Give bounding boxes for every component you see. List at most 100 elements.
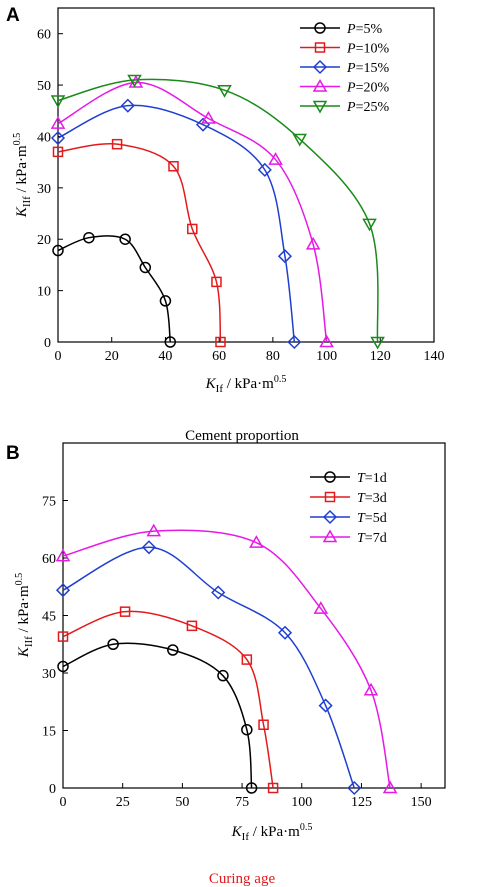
series-P-10% [52,138,226,348]
series-P-15% [50,98,302,350]
data-point [168,161,179,172]
legend-entry-T-5d: T=5d [310,509,387,526]
data-point [52,146,64,158]
data-point [217,84,232,98]
legend-marker [314,42,326,53]
y-tick-label: 30 [42,667,56,682]
legend-entry-P-10%: P=10% [300,42,389,57]
data-point [186,620,198,632]
y-tick-label: 0 [49,782,56,797]
data-point [201,110,216,124]
y-axis-label: KIIf / kPa·m0.5 [14,573,35,658]
data-point [141,540,157,555]
data-point [211,276,222,288]
x-axis-label: KIf / kPa·m0.5 [205,374,287,395]
x-tick-label: 0 [60,795,67,810]
panel-caption: Cement proportion [185,428,299,444]
data-point [382,780,398,794]
data-point [57,631,69,642]
panel-letter-B: B [6,443,20,464]
y-tick-label: 45 [42,610,56,625]
data-point [119,606,131,617]
data-point [159,295,172,307]
legend-entry-T-7d: T=7d [310,529,387,546]
data-point [318,698,333,713]
data-point [268,152,283,165]
data-point [217,669,229,682]
x-tick-label: 20 [105,349,119,364]
data-point [319,334,334,348]
legend-marker [324,491,336,503]
legend-marker [312,59,328,75]
data-point [55,548,71,562]
data-point [139,261,152,274]
data-point [267,782,279,794]
panel-caption: Curing age [209,871,276,887]
data-point [50,95,66,109]
y-tick-label: 40 [37,130,51,145]
legend-marker [312,78,328,92]
legend-marker [322,529,338,543]
legend-marker [314,22,326,34]
series-line [62,546,355,789]
y-axis-label: KIIf / kPa·m0.5 [12,133,33,218]
legend-label: P=15% [346,61,389,76]
series-P-25% [50,74,385,350]
y-tick-label: 60 [42,552,56,567]
series-T-1d [57,638,258,794]
legend-entry-P-25%: P=25% [300,100,389,115]
legend-entry-P-20%: P=20% [300,78,389,96]
data-point [119,233,131,245]
legend-entry-T-3d: T=3d [310,491,387,506]
series-T-3d [57,606,279,794]
data-point [313,601,329,614]
y-tick-label: 50 [37,79,51,94]
data-point [120,98,135,113]
y-tick-label: 0 [44,336,51,351]
legend-label: T=3d [357,491,387,506]
x-tick-label: 60 [212,349,226,364]
data-point [277,249,293,264]
legend-label: P=5% [346,22,382,37]
x-axis-label: KIf / kPa·m0.5 [231,822,313,843]
series-line [57,81,328,343]
y-tick-label: 75 [42,495,56,510]
y-tick-label: 10 [37,285,51,300]
data-point [249,535,264,548]
panel-letter-A: A [6,5,20,26]
x-tick-label: 120 [370,349,391,364]
data-point [363,682,379,696]
legend-entry-P-15%: P=15% [300,59,389,76]
x-tick-label: 40 [158,349,172,364]
series-P-5% [52,231,177,348]
legend-label: T=1d [357,471,387,486]
legend-label: P=10% [346,42,389,57]
data-point [146,523,162,537]
series-line [62,610,274,789]
series-line [57,143,222,343]
data-point [55,583,71,598]
x-tick-label: 80 [266,349,280,364]
series-line [57,104,296,343]
legend-label: P=25% [346,100,389,115]
data-point [83,231,95,244]
legend-label: T=7d [357,531,387,546]
legend-marker [312,100,328,114]
data-point [52,244,64,257]
data-point [57,660,69,673]
data-point [362,218,377,232]
chart-panel-A: A 0 20 40 60 80 100 120 140 0 10 20 30 40 50 60 KIf / kP… [6,5,445,444]
legend-marker [322,509,338,525]
data-point [187,223,198,235]
data-point [50,130,66,146]
data-point [258,719,269,730]
x-tick-label: 25 [116,795,130,810]
data-point [257,162,272,177]
data-point [241,723,253,736]
x-tick-label: 150 [411,795,432,810]
legend-marker [324,471,336,483]
series-line [62,529,391,789]
data-point [107,638,119,650]
y-tick-label: 30 [37,182,51,197]
